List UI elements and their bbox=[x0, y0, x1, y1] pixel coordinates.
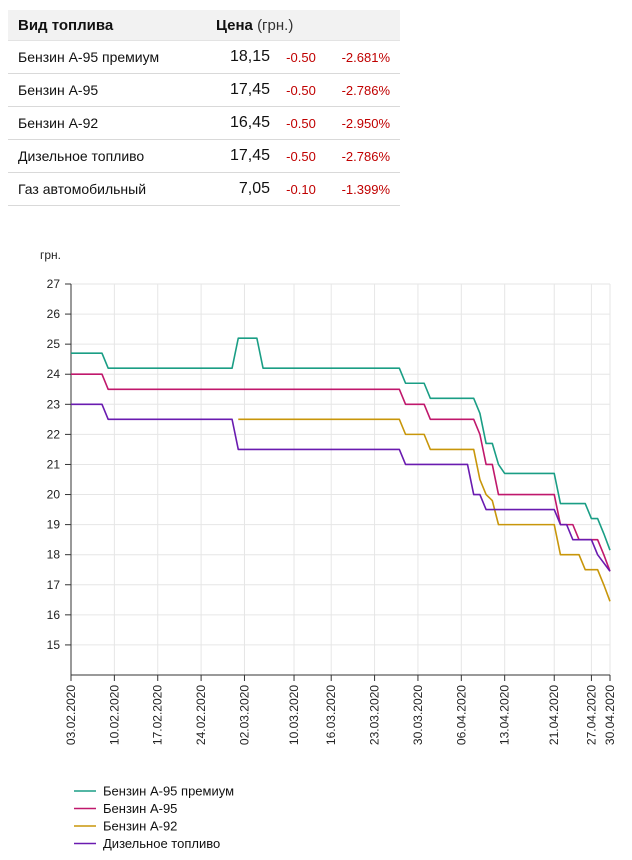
x-tick-label: 24.02.2020 bbox=[194, 685, 208, 745]
fuel-price-change: -0.50 bbox=[274, 40, 328, 74]
price-header: Цена (грн.) bbox=[214, 10, 400, 41]
x-tick-label: 27.04.2020 bbox=[584, 685, 598, 745]
fuel-name: Бензин А-95 премиум bbox=[8, 40, 214, 74]
x-tick-label: 10.03.2020 bbox=[287, 685, 301, 745]
fuel-price-change-percent: -1.399% bbox=[328, 172, 400, 206]
x-tick-label: 03.02.2020 bbox=[64, 685, 78, 745]
x-tick-label: 23.03.2020 bbox=[368, 685, 382, 745]
x-tick-label: 21.04.2020 bbox=[547, 685, 561, 745]
y-tick-label: 15 bbox=[47, 638, 61, 652]
fuel-type-header: Вид топлива bbox=[8, 10, 214, 41]
x-tick-label: 10.02.2020 bbox=[107, 685, 121, 745]
legend-label: Бензин А-92 bbox=[103, 819, 177, 834]
fuel-type-header-label: Вид топлива bbox=[18, 16, 114, 34]
y-tick-label: 25 bbox=[47, 337, 61, 351]
fuel-name: Бензин А-95 bbox=[8, 73, 214, 107]
fuel-price: 17,45 bbox=[214, 73, 274, 107]
legend-label: Дизельное топливо bbox=[103, 836, 220, 851]
y-tick-label: 17 bbox=[47, 578, 61, 592]
y-tick-label: 18 bbox=[47, 548, 61, 562]
table-row: Газ автомобильный 7,05 -0.10 -1.399% bbox=[8, 172, 400, 206]
fuel-price: 16,45 bbox=[214, 106, 274, 140]
fuel-price-change-percent: -2.786% bbox=[328, 73, 400, 107]
y-tick-label: 21 bbox=[47, 457, 61, 471]
x-tick-label: 13.04.2020 bbox=[498, 685, 512, 745]
y-tick-label: 24 bbox=[47, 367, 61, 381]
table-row: Бензин А-95 премиум 18,15 -0.50 -2.681% bbox=[8, 40, 400, 74]
fuel-price-change-percent: -2.786% bbox=[328, 139, 400, 173]
table-row: Бензин А-92 16,45 -0.50 -2.950% bbox=[8, 106, 400, 140]
y-tick-label: 19 bbox=[47, 518, 61, 532]
fuel-price-table: Вид топлива Цена (грн.) Бензин А-95 прем… bbox=[8, 10, 400, 206]
fuel-price: 18,15 bbox=[214, 40, 274, 74]
fuel-price: 7,05 bbox=[214, 172, 274, 206]
fuel-price-change-percent: -2.950% bbox=[328, 106, 400, 140]
fuel-price-change-percent: -2.681% bbox=[328, 40, 400, 74]
series-line bbox=[238, 418, 611, 602]
x-tick-label: 17.02.2020 bbox=[151, 685, 165, 745]
series-line bbox=[71, 337, 611, 551]
y-tick-label: 22 bbox=[47, 427, 61, 441]
fuel-price: 17,45 bbox=[214, 139, 274, 173]
y-tick-label: 16 bbox=[47, 608, 61, 622]
price-header-label: Цена bbox=[216, 16, 253, 34]
table-row: Бензин А-95 17,45 -0.50 -2.786% bbox=[8, 73, 400, 107]
x-tick-label: 16.03.2020 bbox=[324, 685, 338, 745]
fuel-price-change: -0.50 bbox=[274, 73, 328, 107]
fuel-price-change: -0.10 bbox=[274, 172, 328, 206]
y-tick-label: 26 bbox=[47, 307, 61, 321]
series-line bbox=[71, 403, 611, 572]
x-tick-label: 06.04.2020 bbox=[454, 685, 468, 745]
fuel-name: Газ автомобильный bbox=[8, 172, 214, 206]
table-row: Дизельное топливо 17,45 -0.50 -2.786% bbox=[8, 139, 400, 173]
x-tick-label: 02.03.2020 bbox=[237, 685, 251, 745]
y-axis-unit-label: грн. bbox=[40, 248, 61, 262]
y-tick-label: 20 bbox=[47, 488, 61, 502]
fuel-price-change: -0.50 bbox=[274, 139, 328, 173]
y-tick-label: 23 bbox=[47, 397, 61, 411]
fuel-name: Бензин А-92 bbox=[8, 106, 214, 140]
y-tick-label: 27 bbox=[47, 277, 61, 291]
table-header-row: Вид топлива Цена (грн.) bbox=[8, 10, 400, 41]
price-unit-label: (грн.) bbox=[257, 16, 294, 34]
legend-label: Бензин А-95 премиум bbox=[103, 784, 234, 799]
fuel-name: Дизельное топливо bbox=[8, 139, 214, 173]
x-tick-label: 30.03.2020 bbox=[411, 685, 425, 745]
fuel-price-change: -0.50 bbox=[274, 106, 328, 140]
x-tick-label: 30.04.2020 bbox=[603, 685, 617, 745]
legend-label: Бензин А-95 bbox=[103, 801, 177, 816]
